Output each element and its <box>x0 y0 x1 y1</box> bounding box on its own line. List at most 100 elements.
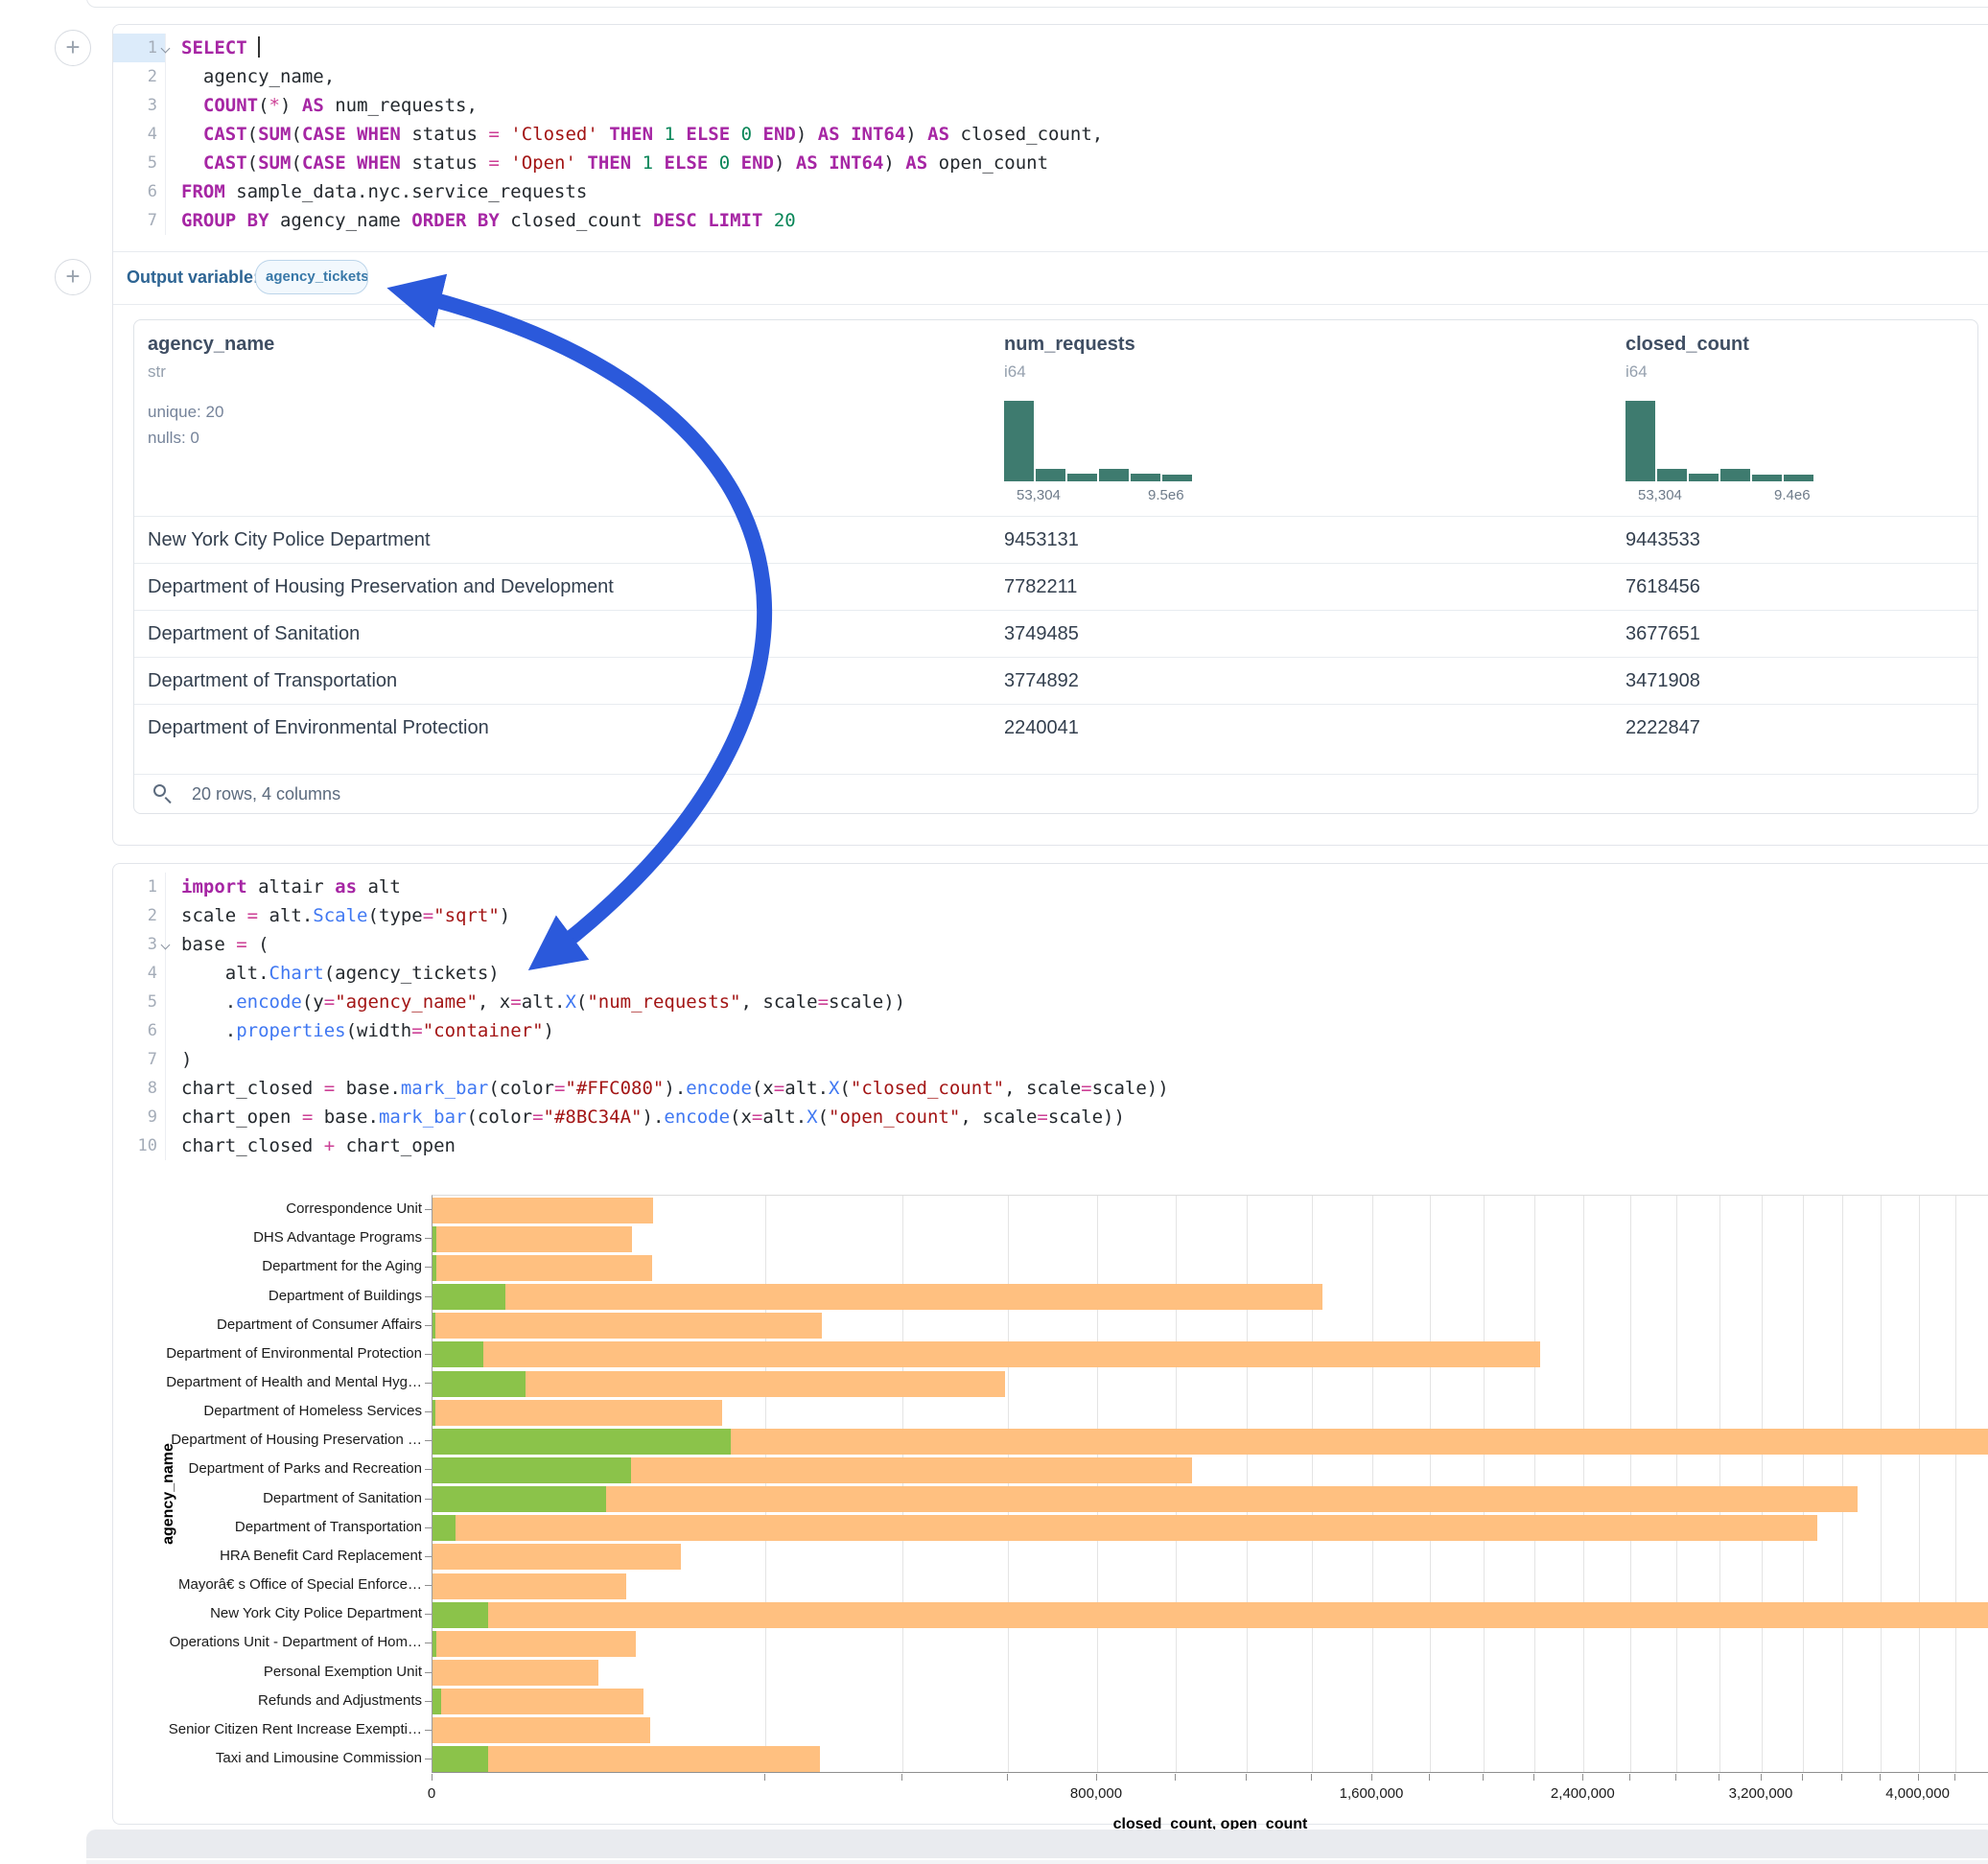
chart-plot-area <box>432 1195 1988 1773</box>
table-row[interactable]: Department of Environmental Protection22… <box>134 704 1977 751</box>
text-cursor <box>258 36 260 58</box>
histogram-bar <box>1099 469 1129 481</box>
column-type: i64 <box>1004 362 1026 382</box>
search-icon[interactable] <box>153 784 173 804</box>
y-axis-tick <box>425 1325 432 1326</box>
code-line[interactable]: 3 COUNT(*) AS num_requests, <box>113 91 1988 120</box>
y-axis-tick <box>425 1469 432 1470</box>
y-axis-label: Department of Buildings <box>113 1288 422 1304</box>
open_count-bar <box>433 1515 456 1541</box>
gridline <box>1762 1196 1763 1772</box>
x-axis-tick <box>1007 1774 1008 1781</box>
table-cell: 3471908 <box>1625 658 1700 705</box>
table-cell: Department of Transportation <box>148 658 397 705</box>
column-header[interactable]: num_requests <box>1004 334 1135 356</box>
output-variable-pill[interactable]: agency_tickets <box>255 260 368 294</box>
x-axis-tick <box>1802 1774 1803 1781</box>
y-axis-tick <box>425 1556 432 1557</box>
code-line[interactable]: 10chart_closed + chart_open <box>113 1131 1988 1160</box>
gridline <box>902 1196 903 1772</box>
table-cell: 7618456 <box>1625 564 1700 611</box>
x-axis-tick <box>1954 1774 1955 1781</box>
code-line[interactable]: 9chart_open = base.mark_bar(color="#8BC3… <box>113 1103 1988 1131</box>
y-axis-label: Department of Sanitation <box>113 1490 422 1506</box>
collapsed-cell-bar-edge <box>86 1860 1988 1864</box>
gridline <box>1842 1196 1843 1772</box>
y-axis-label: Department of Housing Preservation … <box>113 1432 422 1448</box>
gridline <box>1484 1196 1485 1772</box>
table-row[interactable]: New York City Police Department945313194… <box>134 516 1977 563</box>
code-line[interactable]: 1SELECT <box>113 34 1988 62</box>
open_count-bar <box>433 1284 505 1310</box>
table-row[interactable]: Department of Transportation377489234719… <box>134 657 1977 704</box>
code-line[interactable]: 7) <box>113 1045 1988 1074</box>
x-axis-tick <box>901 1774 902 1781</box>
chart-y-axis-labels: Correspondence UnitDHS Advantage Program… <box>113 1195 422 1773</box>
closed_count-bar <box>433 1284 1322 1310</box>
python-code-editor[interactable]: 1import altair as alt2scale = alt.Scale(… <box>113 864 1988 1160</box>
table-row[interactable]: Department of Sanitation37494853677651 <box>134 610 1977 657</box>
open_count-bar <box>433 1341 483 1367</box>
y-axis-label: Department of Transportation <box>113 1519 422 1535</box>
table-cell: Department of Sanitation <box>148 611 360 658</box>
x-axis-tick <box>1918 1774 1919 1781</box>
open_count-bar <box>433 1371 526 1397</box>
gridline <box>1676 1196 1677 1772</box>
column-stat: nulls: 0 <box>148 429 199 448</box>
open_count-bar <box>433 1400 435 1426</box>
open_count-bar <box>433 1631 436 1657</box>
code-line[interactable]: 3base = ( <box>113 930 1988 959</box>
histogram-bar <box>1131 474 1160 481</box>
code-line[interactable]: 5 .encode(y="agency_name", x=alt.X("num_… <box>113 988 1988 1016</box>
column-header[interactable]: agency_name <box>148 334 274 356</box>
gridline <box>1312 1196 1313 1772</box>
y-axis-tick <box>425 1354 432 1355</box>
code-line[interactable]: 1import altair as alt <box>113 873 1988 901</box>
y-axis-label: New York City Police Department <box>113 1605 422 1621</box>
column-stat: unique: 20 <box>148 403 223 422</box>
histogram-bar <box>1625 401 1655 481</box>
x-axis-tick <box>1675 1774 1676 1781</box>
results-table-footer: 20 rows, 4 columns <box>134 774 1977 814</box>
add-cell-button-top[interactable]: + <box>55 30 91 66</box>
code-line[interactable]: 4 CAST(SUM(CASE WHEN status = 'Closed' T… <box>113 120 1988 149</box>
x-axis-tick-label: 0 <box>428 1785 435 1802</box>
code-line[interactable]: 2 agency_name, <box>113 62 1988 91</box>
previous-cell-edge <box>86 0 1988 8</box>
histogram-bar <box>1720 469 1750 481</box>
code-line[interactable]: 8chart_closed = base.mark_bar(color="#FF… <box>113 1074 1988 1103</box>
results-table: agency_namestrunique: 20nulls: 0num_requ… <box>133 319 1978 814</box>
code-line[interactable]: 2scale = alt.Scale(type="sqrt") <box>113 901 1988 930</box>
column-header[interactable]: closed_count <box>1625 334 1749 356</box>
x-axis-tick-label: 4,000,000 <box>1885 1785 1950 1802</box>
y-axis-tick <box>425 1527 432 1528</box>
x-axis-tick-label: 800,000 <box>1070 1785 1122 1802</box>
table-row[interactable]: Department of Housing Preservation and D… <box>134 563 1977 610</box>
add-cell-button-middle[interactable]: + <box>55 259 91 295</box>
closed_count-bar <box>433 1400 722 1426</box>
y-axis-tick <box>425 1701 432 1702</box>
closed_count-bar <box>433 1341 1540 1367</box>
histogram-axis-label: 53,304 <box>1017 487 1061 503</box>
code-line[interactable]: 6 .properties(width="container") <box>113 1016 1988 1045</box>
code-line[interactable]: 6FROM sample_data.nyc.service_requests <box>113 177 1988 206</box>
x-axis-tick <box>1311 1774 1312 1781</box>
y-axis-tick <box>425 1238 432 1239</box>
code-line[interactable]: 4 alt.Chart(agency_tickets) <box>113 959 1988 988</box>
code-line[interactable]: 5 CAST(SUM(CASE WHEN status = 'Open' THE… <box>113 149 1988 177</box>
open_count-bar <box>433 1457 631 1483</box>
x-axis-tick <box>1429 1774 1430 1781</box>
closed_count-bar <box>433 1544 681 1570</box>
python-cell: 1import altair as alt2scale = alt.Scale(… <box>112 863 1988 1825</box>
collapsed-cell-bar[interactable] <box>86 1829 1988 1858</box>
x-axis-tick <box>1246 1774 1247 1781</box>
gridline <box>1008 1196 1009 1772</box>
x-axis-tick <box>1096 1774 1097 1781</box>
code-line[interactable]: 7GROUP BY agency_name ORDER BY closed_co… <box>113 206 1988 235</box>
sql-code-editor[interactable]: 1SELECT 2 agency_name,3 COUNT(*) AS num_… <box>113 25 1988 235</box>
y-axis-tick <box>425 1614 432 1615</box>
y-axis-label: Department of Homeless Services <box>113 1403 422 1419</box>
y-axis-tick <box>425 1209 432 1210</box>
x-axis-tick <box>764 1774 765 1781</box>
table-cell: 2222847 <box>1625 705 1700 752</box>
